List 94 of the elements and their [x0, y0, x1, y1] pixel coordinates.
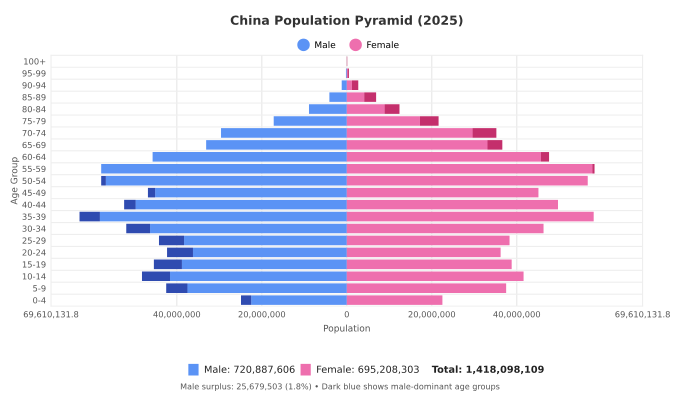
- bar: [158, 236, 184, 246]
- bar: [101, 176, 106, 186]
- y-tick-label: 55-59: [22, 166, 46, 172]
- bar: [346, 140, 488, 150]
- bar: [187, 283, 347, 293]
- bar: [100, 212, 347, 222]
- bar: [420, 116, 439, 126]
- bar: [184, 236, 347, 246]
- y-tick-label: 5-9: [33, 285, 46, 292]
- bar: [346, 236, 510, 246]
- bar: [346, 224, 544, 234]
- bar: [170, 271, 347, 282]
- y-tick-label: 20-24: [22, 249, 46, 256]
- bar: [346, 104, 385, 114]
- y-tick-label: 65-69: [22, 142, 46, 148]
- x-tick-label: 40,000,000: [153, 311, 200, 318]
- chart-title: China Population Pyramid (2025): [230, 15, 462, 28]
- bar: [346, 128, 473, 138]
- bar: [106, 176, 347, 186]
- x-tick-label: 40,000,000: [493, 311, 540, 318]
- bar: [101, 164, 347, 174]
- text: Total: 1,418,098,109: [432, 365, 544, 374]
- y-tick-label: 85-89: [22, 94, 46, 100]
- bar: [592, 164, 595, 174]
- x-tick-label: 20,000,000: [238, 311, 286, 318]
- y-tick-label: 45-49: [22, 190, 46, 196]
- bar: [182, 260, 347, 270]
- bar: [152, 152, 347, 162]
- bar: [240, 295, 252, 305]
- bar: [167, 248, 193, 258]
- bar: [124, 200, 136, 210]
- y-tick-label: 100+: [24, 58, 46, 65]
- bar: [540, 152, 550, 162]
- bar: [329, 92, 347, 102]
- bar: [487, 140, 502, 150]
- bar: [346, 260, 512, 270]
- bar: [206, 140, 347, 150]
- x-tick-label: 69,610,131.8: [24, 311, 78, 318]
- legend-label: Female: [367, 41, 399, 48]
- y-tick-label: 75-79: [22, 118, 46, 124]
- x-tick-label: 69,610,131.8: [615, 311, 670, 318]
- bar: [346, 92, 364, 102]
- y-tick-label: 35-39: [22, 214, 46, 220]
- y-axis-title: Age Group: [10, 157, 20, 205]
- y-tick-label: 25-29: [22, 237, 46, 244]
- bar: [308, 104, 347, 114]
- y-tick-label: 80-84: [22, 106, 46, 112]
- text: Female: 695,208,303: [317, 365, 419, 374]
- bar: [384, 104, 400, 114]
- y-tick-label: 95-99: [22, 70, 46, 76]
- bar: [342, 80, 347, 90]
- bar: [136, 200, 347, 210]
- y-tick-label: 30-34: [22, 225, 46, 232]
- bar: [346, 200, 558, 210]
- bar: [154, 260, 182, 270]
- bar: [126, 224, 150, 234]
- bar: [346, 80, 352, 90]
- text: Male: 720,887,606: [204, 365, 295, 374]
- bar: [364, 92, 376, 102]
- y-tick-label: 70-74: [22, 130, 46, 136]
- bar: [352, 80, 358, 90]
- bar: [274, 116, 347, 126]
- bar: [221, 128, 347, 138]
- bar: [346, 248, 501, 258]
- bar: [346, 176, 588, 186]
- x-axis-title: Population: [324, 324, 370, 334]
- y-tick-label: 15-19: [22, 261, 46, 268]
- y-tick-label: 40-44: [22, 202, 46, 208]
- x-tick-label: 0: [344, 311, 349, 318]
- bar: [346, 295, 442, 305]
- bar: [80, 212, 100, 222]
- y-tick-label: 60-64: [22, 154, 46, 160]
- text: Male surplus: 25,679,503 (1.8%) • Dark blue shows male-dominant age groups: [180, 383, 500, 391]
- bar: [142, 271, 170, 282]
- bar: [192, 248, 347, 258]
- bar: [166, 283, 188, 293]
- bar: [346, 188, 538, 198]
- bar: [251, 295, 347, 305]
- bar: [346, 271, 524, 282]
- y-tick-label: 50-54: [22, 178, 46, 184]
- bar: [346, 283, 506, 293]
- bar: [346, 212, 594, 222]
- bar: [472, 128, 496, 138]
- bar: [148, 188, 156, 198]
- y-tick-label: 0-4: [33, 297, 46, 304]
- bar: [346, 164, 592, 174]
- y-tick-label: 90-94: [22, 82, 46, 88]
- bar: [155, 188, 347, 198]
- bar: [150, 224, 347, 234]
- bar: [346, 116, 420, 126]
- y-tick-label: 10-14: [22, 273, 46, 280]
- legend-label: Male: [315, 41, 336, 48]
- x-tick-label: 20,000,000: [408, 311, 456, 318]
- bar: [346, 152, 541, 162]
